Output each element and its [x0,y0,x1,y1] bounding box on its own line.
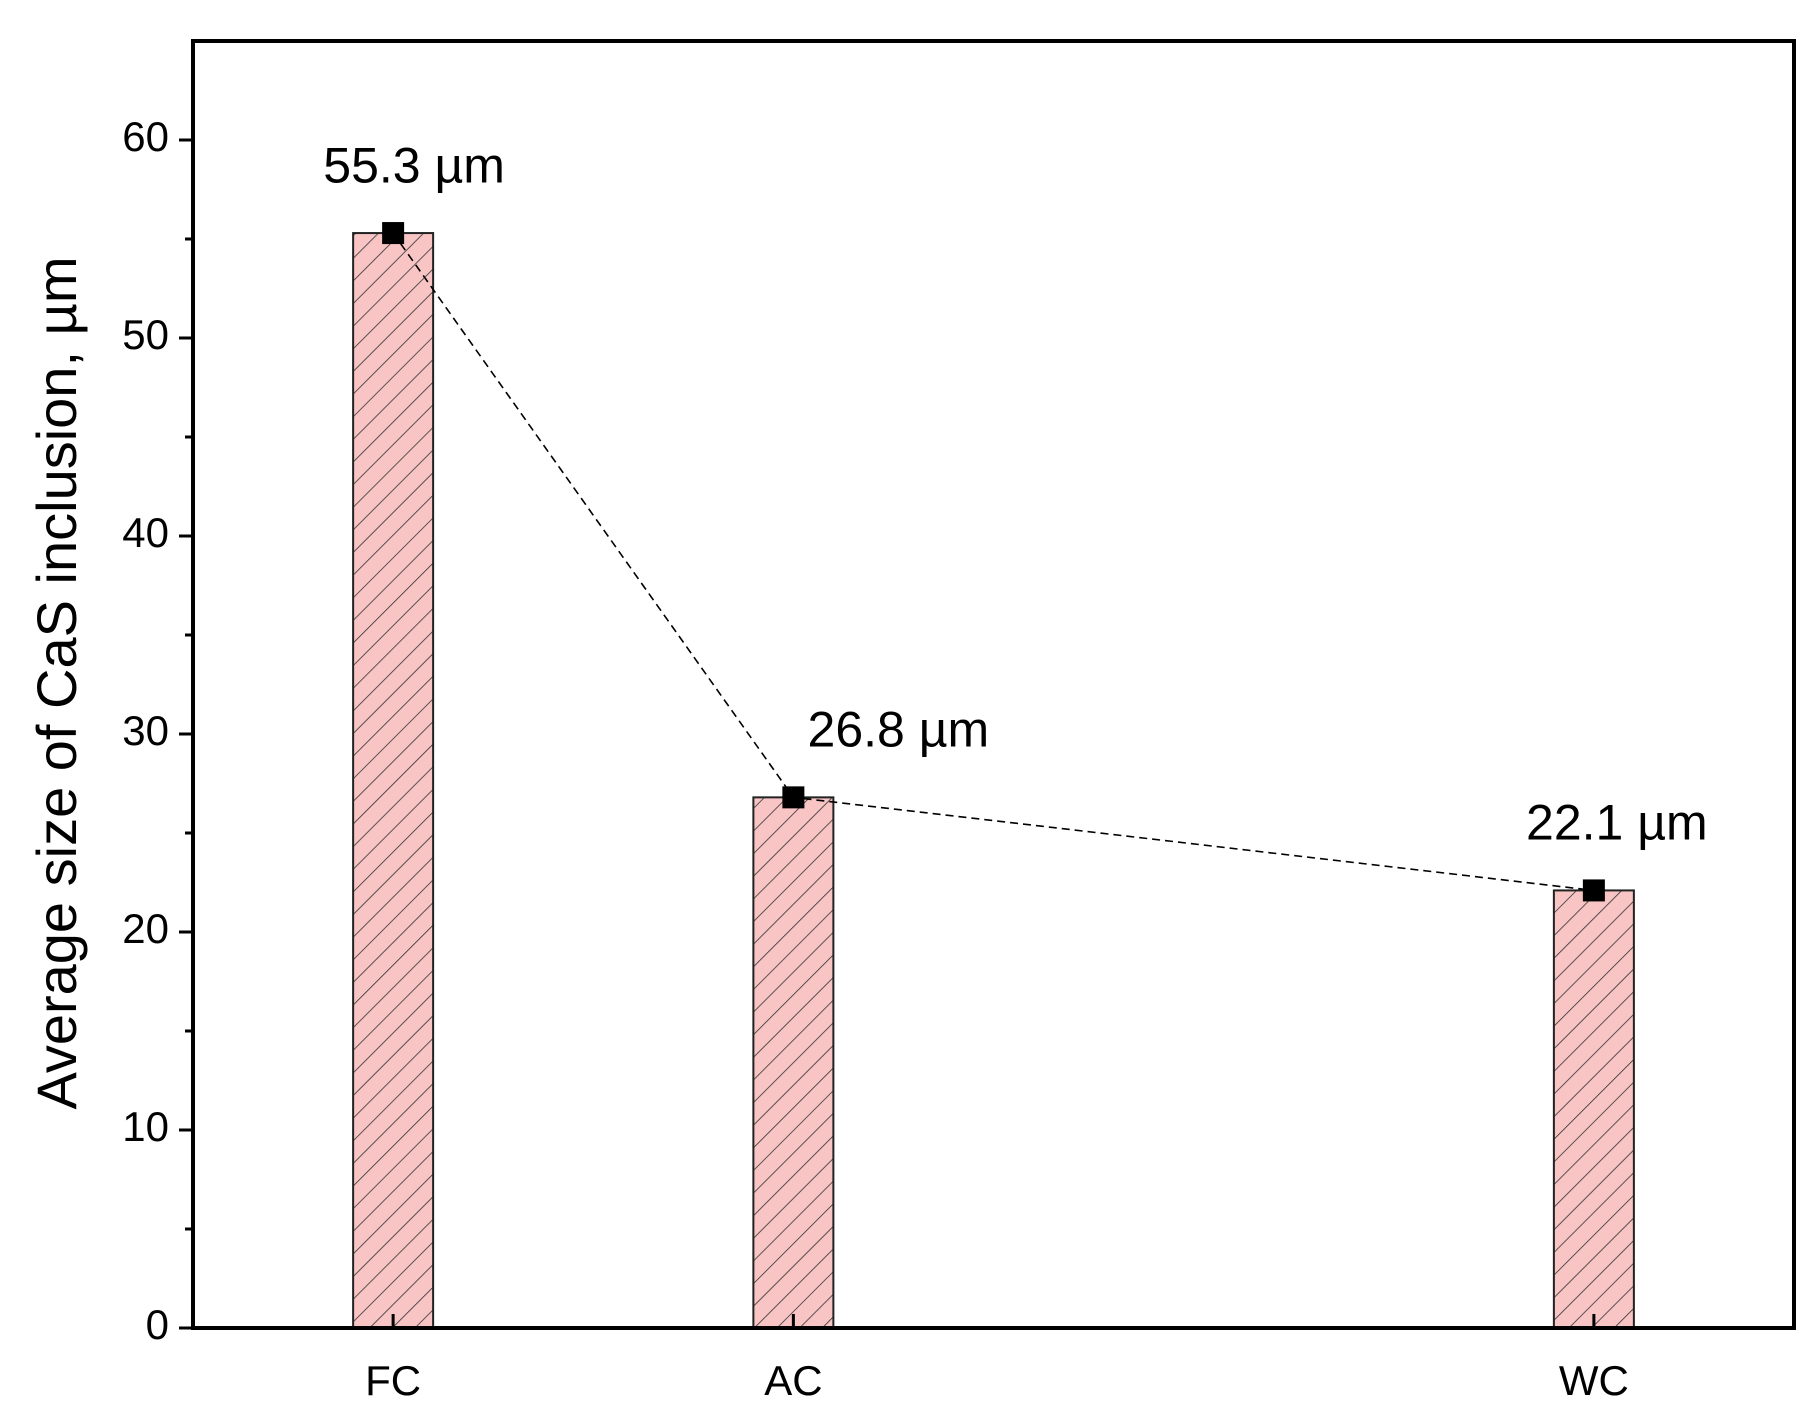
y-tick-label: 0 [146,1301,169,1348]
value-label: 22.1 µm [1526,795,1708,851]
value-label: 26.8 µm [808,702,990,758]
bar [1552,889,1635,1329]
y-tick-label: 50 [122,311,169,358]
plot-frame [191,39,1796,1330]
bar [352,232,435,1329]
y-tick-label: 40 [122,509,169,556]
x-tick-label: AC [764,1357,822,1404]
y-tick-label: 30 [122,707,169,754]
y-axis-label: Average size of CaS inclusion, µm [25,257,88,1110]
y-tick-label: 10 [122,1103,169,1150]
y-tick-label: 60 [122,113,169,160]
bar [752,796,835,1329]
marker [782,786,805,809]
marker [382,222,405,245]
x-tick-label: FC [365,1357,421,1404]
y-tick-label: 20 [122,905,169,952]
value-label: 55.3 µm [323,137,505,193]
trend-line [392,232,1594,892]
x-tick-label: WC [1559,1357,1629,1404]
marker [1582,879,1605,902]
